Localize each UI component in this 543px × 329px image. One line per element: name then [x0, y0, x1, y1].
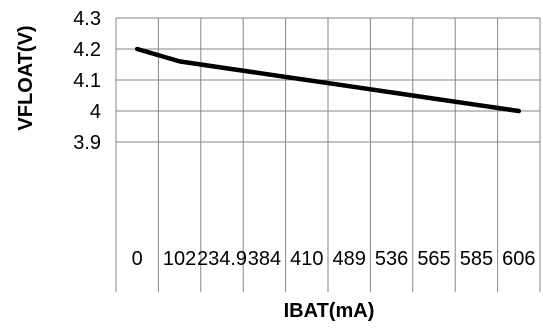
y-tick-label: 4.3 [73, 8, 101, 30]
data-point [305, 78, 309, 82]
grid [115, 17, 541, 292]
x-tick-label: 102 [163, 248, 196, 270]
data-point [262, 72, 266, 76]
data-point [347, 84, 351, 88]
y-tick-label: 4.2 [73, 39, 101, 61]
data-point [474, 103, 478, 107]
x-axis-ticks: 0 102 234.9 384 410 489 536 565 585 606 [132, 248, 536, 270]
y-axis-ticks: 4.3 4.2 4.1 4 3.9 [73, 8, 101, 154]
x-tick-label: 536 [375, 248, 408, 270]
x-tick-label: 606 [502, 248, 535, 270]
data-point [220, 66, 224, 70]
data-point [135, 47, 139, 51]
data-point [178, 59, 182, 63]
x-axis-title: IBAT(mA) [284, 300, 375, 322]
data-point [390, 90, 394, 94]
y-tick-label: 3.9 [73, 132, 101, 154]
x-tick-label: 384 [248, 248, 281, 270]
y-tick-label: 4 [90, 101, 101, 123]
series [134, 46, 522, 114]
x-tick-label: 565 [417, 248, 450, 270]
series-line [134, 46, 522, 114]
data-point [517, 109, 521, 113]
y-axis-title: VFLOAT(V) [15, 25, 37, 130]
x-tick-label: 585 [460, 248, 493, 270]
x-tick-label: 0 [132, 248, 143, 270]
x-tick-label: 410 [290, 248, 323, 270]
x-tick-label: 234.9 [197, 248, 247, 270]
y-tick-label: 4.1 [73, 70, 101, 92]
data-point [432, 97, 436, 101]
x-tick-label: 489 [333, 248, 366, 270]
